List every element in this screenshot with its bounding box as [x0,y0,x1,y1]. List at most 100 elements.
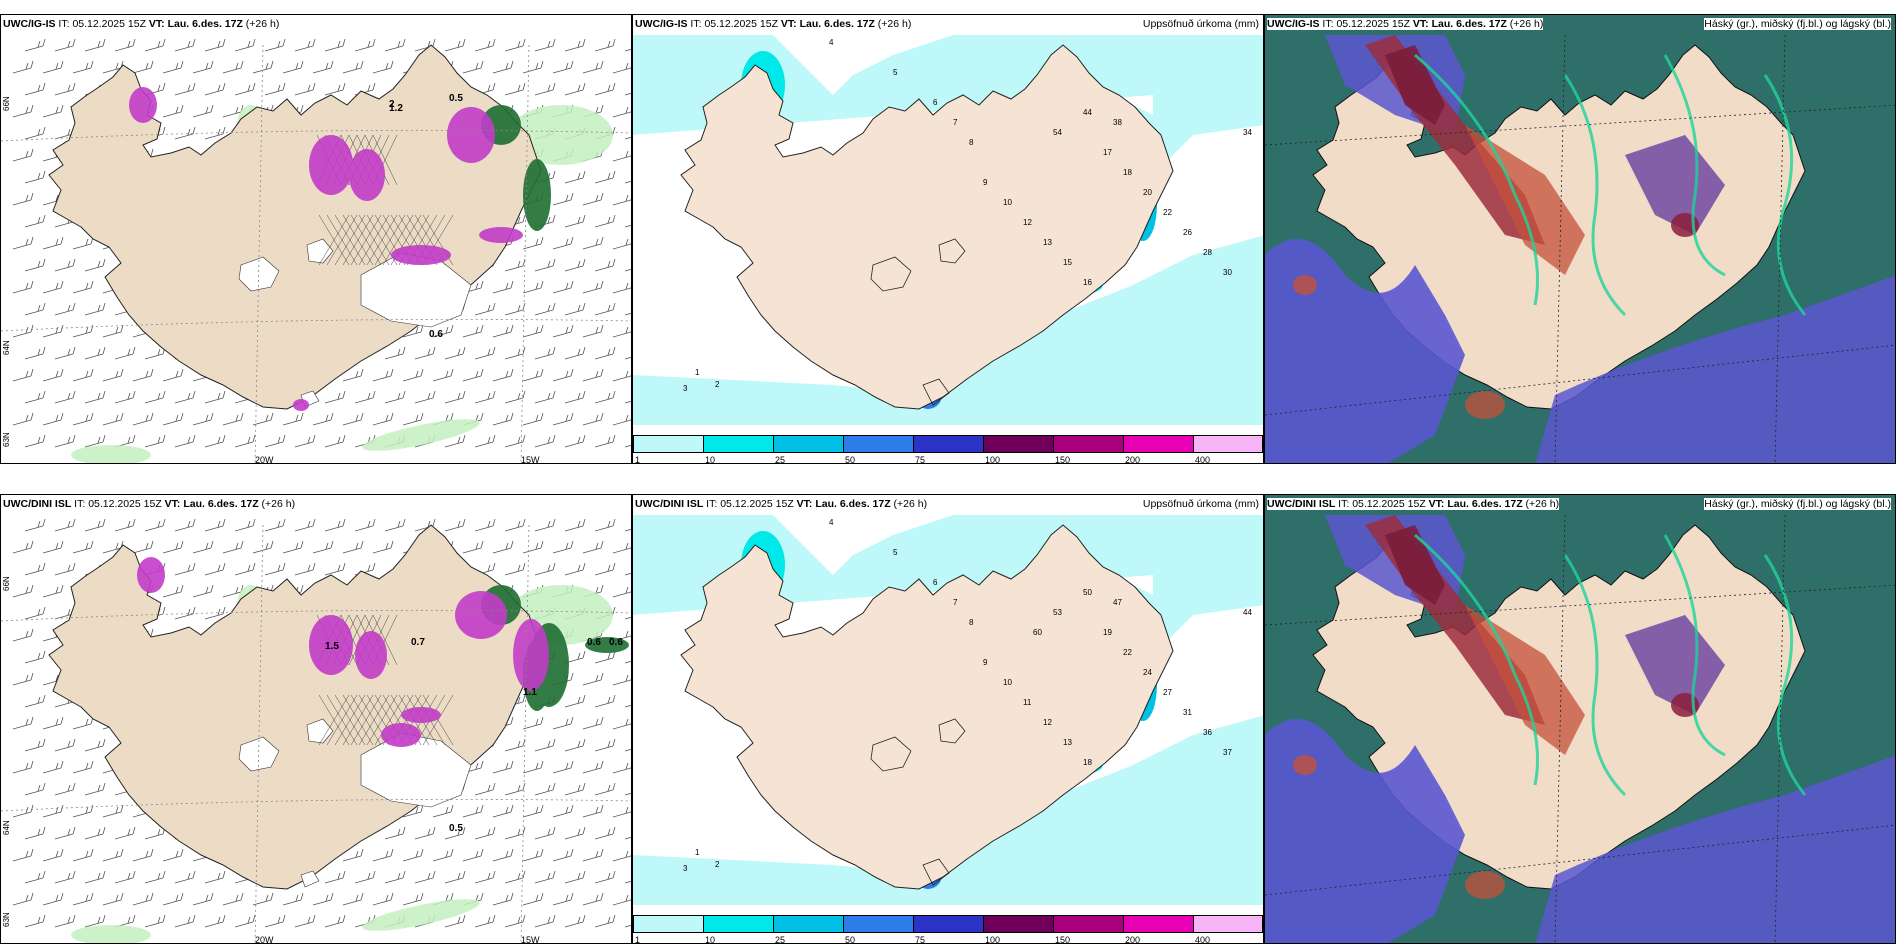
panel-clouds-ig: UWC/IG-IS IT: 05.12.2025 15Z VT: Lau. 6.… [1264,14,1896,464]
hatch [326,694,358,746]
wind-barb [264,82,286,96]
wind-barb [72,368,94,382]
wind-barb [504,38,526,52]
wind-barb [504,346,526,360]
wind-barb [432,368,454,382]
wind-barb [114,346,136,360]
wind-barb [462,368,484,382]
graticule [1265,34,1895,463]
wind-barb [54,434,76,448]
mid-cloud-edge [1763,74,1807,316]
wind-barb [624,836,631,840]
wind-barb [72,540,94,554]
wind-barb [444,826,466,840]
wind-barb [534,782,556,796]
snow-area [513,619,549,691]
precip-value-label: 16 [1083,278,1092,287]
precip-value-label: 8 [969,618,974,627]
wind-barb [192,104,214,118]
snow-value-label: 1.2 [389,103,403,114]
wind-barb [504,390,526,404]
wind-barb [54,258,76,272]
lat-line [1265,584,1895,626]
wind-barb [402,412,424,426]
wind-barb [42,716,64,730]
glacier-outline [870,736,912,772]
wind-barb [114,390,136,404]
wind-barb [384,390,406,404]
wind-barb [354,518,376,532]
wind-barb [54,826,76,840]
wind-barb [624,224,631,228]
map-snow-ig[interactable]: 0.5 0.6 1.22 [1,15,632,464]
precip-value-label: 18 [1083,758,1092,767]
wind-barb [324,82,346,96]
precip-value-label: 13 [1063,738,1072,747]
wind-barb [252,892,274,906]
wind-barb [144,434,166,448]
lon-label-20w: 20W [255,455,274,464]
wind-barb [162,540,184,554]
wind-barb [174,606,196,620]
wind-barb [12,368,34,382]
snow-area [479,227,523,243]
wind-barb [24,782,46,796]
wind-barb [174,38,196,52]
map-clouds-ig[interactable] [1265,15,1896,464]
wind-barb [564,914,586,928]
hatch [334,214,366,266]
wind-barb [504,82,526,96]
wind-barb [204,38,226,52]
high-cloud [1385,525,1445,605]
wind-barb [252,412,274,426]
low-cloud [1265,719,1465,943]
wind-barb [624,660,631,664]
map-precip-ig[interactable]: 1234567891012131516171820222628303438445… [633,15,1264,464]
wind-barb [372,60,394,74]
colorbar-swatch: 25 [773,915,843,943]
wind-barb [594,38,616,52]
map-precip-dini[interactable]: 1234567891011121318192224273136374447505… [633,495,1264,944]
mid-cloud-edge [1663,534,1726,757]
wind-barb [282,540,304,554]
panel-clouds-dini: UWC/DINI ISL IT: 05.12.2025 15Z VT: Lau.… [1264,494,1896,944]
snow-area [447,107,495,163]
wind-barb [402,848,424,862]
wind-barb [522,540,544,554]
wind-barb [24,82,46,96]
wind-barb [534,826,556,840]
colorbar-swatch: 150 [1053,915,1123,943]
wind-barb [522,804,544,818]
precip-value-label: 44 [1083,108,1092,117]
wind-barb [624,180,631,184]
wind-barb [492,848,514,862]
wind-barb [324,870,346,884]
wind-barb [432,804,454,818]
wind-barb [564,214,586,228]
glacier-outline [870,256,912,292]
map-clouds-dini[interactable] [1265,495,1896,944]
precip-value-label: 38 [1113,118,1122,127]
wind-barb [612,238,631,250]
precip-value-label: 10 [1003,198,1012,207]
wind-barb [102,804,124,818]
wind-barb [204,870,226,884]
map-snow-dini[interactable]: 0.5 0.6 0.7 1.1 1.5 0.6 [1,495,632,944]
wind-barb [462,60,484,74]
wind-barb [534,434,556,448]
wind-barb [402,804,424,818]
wind-barb [24,650,46,664]
wind-barb [582,280,604,294]
wind-barb [174,562,196,576]
wind-barb [264,518,286,532]
colorbar-swatch: 100 [983,435,1053,463]
lat-line [1265,104,1895,146]
precip-value-label: 44 [1243,608,1252,617]
hatch [334,694,366,746]
wind-barb [534,302,556,316]
wind-barb [294,434,316,448]
wind-barb [42,368,64,382]
colorbar-swatch: 400 [1193,435,1263,463]
precip-value-label: 36 [1203,728,1212,737]
colorbar-label: 200 [1125,455,1141,464]
